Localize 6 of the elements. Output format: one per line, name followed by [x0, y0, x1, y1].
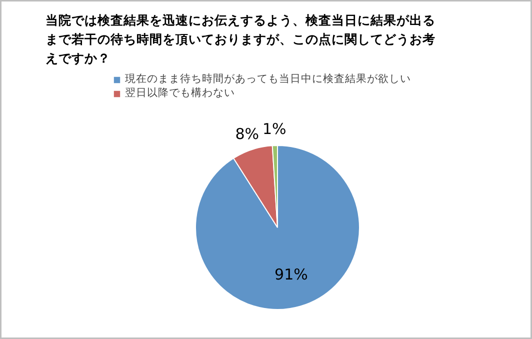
chart-title: 当院では検査結果を迅速にお伝えするよう、検査当日に結果が出るまで若干の待ち時間を頂いておりますが、この点に関してどうお考えですか？	[46, 12, 436, 66]
legend-label: 翌日以降でも構わない	[125, 86, 235, 100]
legend-label: 現在のまま待ち時間があっても当日中に検査結果が欲しい	[125, 72, 411, 86]
data-label: 1%	[262, 120, 286, 138]
data-label: 8%	[235, 124, 259, 143]
data-label: 91%	[274, 266, 308, 284]
